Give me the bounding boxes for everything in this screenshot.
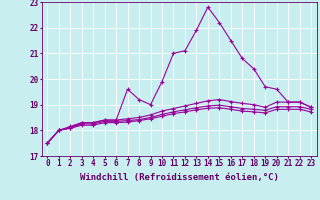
X-axis label: Windchill (Refroidissement éolien,°C): Windchill (Refroidissement éolien,°C) [80, 173, 279, 182]
